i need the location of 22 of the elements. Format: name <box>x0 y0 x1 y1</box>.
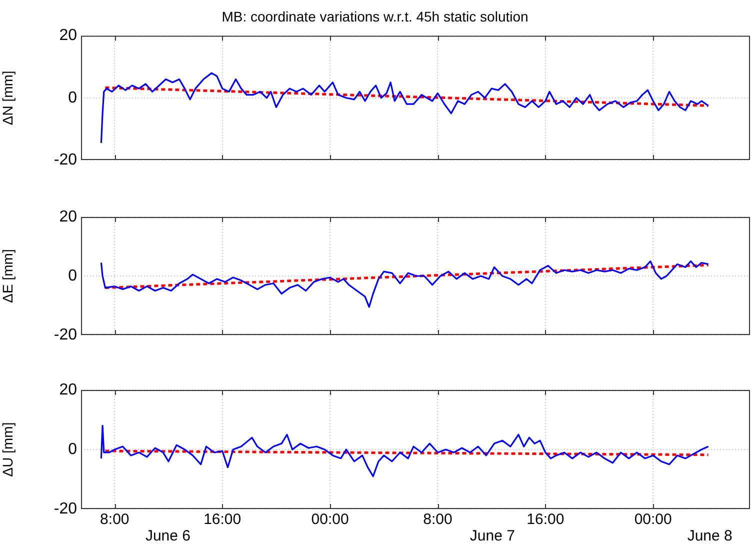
y-tick-label: -20 <box>54 151 78 168</box>
y-tick-label: -20 <box>54 500 78 518</box>
y-axis-title: ΔU [mm] <box>0 422 16 477</box>
text: June 6 <box>145 528 190 545</box>
y-tick-label: 20 <box>59 208 78 226</box>
x-tick-label: 00:00 <box>311 511 349 528</box>
text: June 8 <box>687 528 732 545</box>
y-tick-label: 0 <box>68 89 78 106</box>
x-tick-label: 8:00 <box>100 511 130 528</box>
y-tick-label: 0 <box>68 267 78 284</box>
x-tick-label: 00:00 <box>634 511 672 528</box>
y-tick-label: 20 <box>59 381 78 398</box>
y-tick-label: -20 <box>54 326 78 344</box>
x-tick-label: 8:00 <box>423 511 452 528</box>
y-tick-label: 20 <box>59 27 78 44</box>
x-tick-label: 16:00 <box>204 511 242 528</box>
text: June 7 <box>470 528 515 545</box>
y-tick-label: 0 <box>68 440 78 458</box>
chart-title: MB: coordinate variations w.r.t. 45h static solution <box>222 8 528 24</box>
y-axis-title: ΔN [mm] <box>0 70 16 126</box>
x-tick-label: 16:00 <box>526 511 564 528</box>
y-axis-title: ΔE [mm] <box>0 249 16 303</box>
